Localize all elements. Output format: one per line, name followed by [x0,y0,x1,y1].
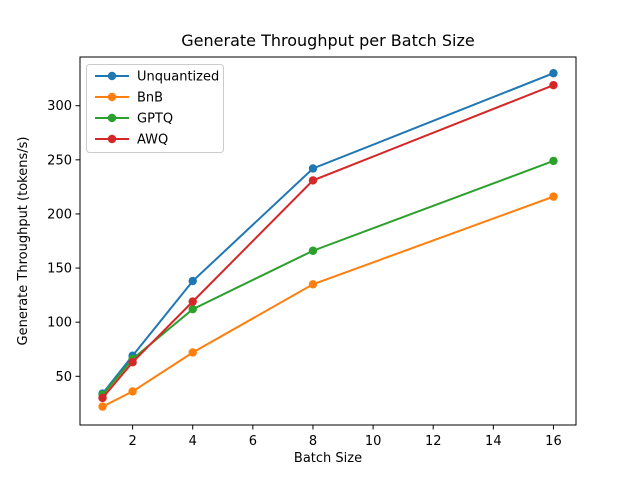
chart-title: Generate Throughput per Batch Size [181,31,474,50]
legend-item: Unquantized [95,70,219,85]
data-point [549,192,558,201]
legend-label: GPTQ [137,112,173,127]
y-tick-label: 100 [47,316,72,331]
data-point [98,402,107,411]
legend-box [86,64,224,153]
data-point [308,280,318,289]
data-point [98,393,107,403]
plot-frame [79,56,577,426]
legend-label: AWQ [137,133,168,148]
plot-area: 2 4 6 8 10 12 14 16 50 100 150 200 250 300 [47,56,577,449]
data-point [549,69,558,78]
data-point [188,297,197,306]
y-axis-label: Generate Throughput (tokens/s) [16,137,31,346]
legend-item: GPTQ [95,112,173,127]
series-line-bnb [102,195,554,408]
x-tick-label: 6 [249,434,257,449]
data-point [549,80,558,90]
x-tick-label: 8 [309,434,317,449]
data-point [308,164,318,173]
legend-swatch-marker [107,92,117,102]
legend-item: AWQ [95,133,168,148]
x-tick-label: 10 [365,434,382,449]
data-point [308,246,318,255]
data-point [188,348,197,357]
legend-swatch-marker [107,113,117,123]
legend-swatch-marker [107,134,117,144]
legend-item: BnB [95,91,163,106]
data-point [188,276,197,286]
y-tick-label: 250 [47,153,72,168]
data-point [549,156,558,166]
x-axis-label: Batch Size [294,451,362,466]
legend-label: Unquantized [137,70,219,85]
data-point [128,387,137,396]
legend-swatch-marker [107,71,117,81]
data-point [128,358,137,367]
data-point [188,304,197,314]
x-tick-label: 16 [545,434,562,449]
y-tick-label: 50 [55,370,72,385]
x-tick-label: 2 [128,434,136,449]
y-tick-label: 300 [47,99,72,114]
x-tick-label: 14 [485,434,502,449]
legend-label: BnB [137,91,163,106]
x-tick-label: 12 [425,434,442,449]
x-tick-label: 4 [189,434,197,449]
y-tick-label: 150 [47,262,72,277]
y-tick-label: 200 [47,207,72,222]
data-point [308,176,318,185]
legend: Unquantized BnB GPTQ AWQ [86,64,224,153]
